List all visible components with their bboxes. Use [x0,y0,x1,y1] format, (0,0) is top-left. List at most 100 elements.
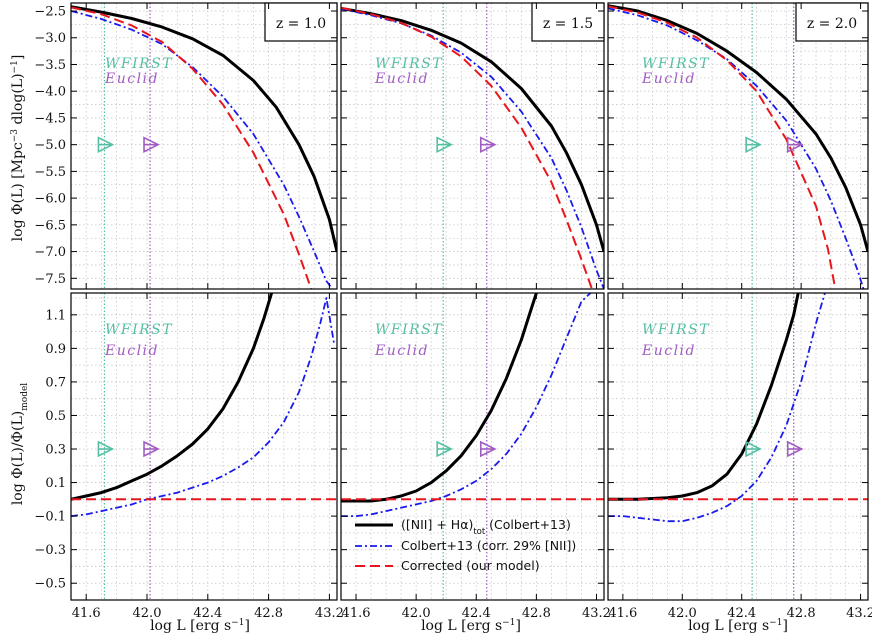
series-colbert-corr [341,8,604,289]
panel-frame [340,2,605,290]
series-colbert-tot [341,293,538,503]
euclid-label: Euclid [641,343,696,359]
legend-entry-corrected: Corrected (our model) [355,558,540,573]
legend-entry-colbert-tot: ([NII] + Hα)tot (Colbert+13) [355,517,571,537]
legend-label-colbert-tot: ([NII] + Hα)tot (Colbert+13) [401,517,571,537]
legend: ([NII] + Hα)tot (Colbert+13) Colbert+13 … [355,517,576,573]
euclid-arrow-marker [479,440,497,458]
redshift-label: z = 2.0 [807,16,857,32]
series-colbert-corr [608,7,865,289]
y-tick-label: −2.5 [34,5,66,20]
x-tick-label: 43.2 [582,606,611,621]
x-tick-label: 42.8 [787,606,816,621]
gridlines [71,293,337,600]
euclid-arrow-marker [786,440,804,458]
y-tick-label: 1.1 [45,308,66,323]
x-tick-label: 42.4 [727,606,756,621]
gridlines [608,3,868,289]
series-corrected [608,5,837,289]
euclid-label: Euclid [374,343,429,359]
wfirst-label: WFIRST [642,322,710,338]
series-colbert-tot [71,293,274,501]
gridlines [341,3,604,289]
x-tick-label: 42.0 [133,606,162,621]
wfirst-label: WFIRST [105,56,173,72]
y-tick-label: −7.0 [34,245,66,260]
x-tick-label: 42.0 [402,606,431,621]
y-tick-label: 0.7 [45,375,66,390]
panel-frame [70,2,338,290]
x-tick-label: 43.2 [315,606,344,621]
y-tick-label: −0.3 [34,543,66,558]
y-tick-label: 0.1 [45,476,66,491]
wfirst-label: WFIRST [105,322,173,338]
y-tick-label: −4.5 [34,111,66,126]
panel-bottom-middle: WFIRST Euclid 41.6 42.0 42.4 42.8 43.2 [340,292,611,621]
panel-bottom-right: WFIRST Euclid 41.6 42.0 42.4 42.8 43.2 [607,292,872,621]
euclid-label: Euclid [104,343,159,359]
x-axis-title-right: log L [erg s−1] [688,618,788,634]
series-corrected [341,6,593,289]
panel-frame [70,292,338,601]
euclid-label: Euclid [641,71,696,87]
euclid-label: Euclid [374,71,429,87]
x-tick-label: 43.2 [846,606,872,621]
y-tick-label: 0.5 [45,409,66,424]
x-tick-label: 41.6 [72,606,101,621]
panel-bottom-left: WFIRST Euclid 1.1 0.9 0.7 0.5 0.3 0.1 −0.1 −0.3 −0… [34,292,344,621]
x-tick-label: 42.4 [462,606,491,621]
euclid-label: Euclid [104,71,159,87]
gridlines [341,293,604,600]
y-tick-label: 0.9 [45,342,66,357]
wfirst-arrow-marker [745,440,762,458]
x-tick-label: 41.6 [342,606,371,621]
wfirst-label: WFIRST [375,322,443,338]
y-tick-label: −0.5 [34,577,66,592]
series-colbert-corr [608,293,826,523]
y-axis-title-bottom: log Φ(L)/Φ(L)model [10,383,30,505]
y-tick-label: −6.5 [34,218,66,233]
euclid-arrow-marker [479,136,497,153]
y-tick-label: −3.0 [34,31,66,46]
wfirst-arrow-marker [436,136,453,153]
x-axis-title-middle: log L [erg s−1] [421,618,521,634]
redshift-label-box [264,2,338,42]
panel-frame [607,2,869,290]
legend-label-colbert-corr: Colbert+13 (corr. 29% [NII]) [401,538,576,553]
x-tick-label: 42.4 [193,606,222,621]
x-tick-label: 42.8 [254,606,283,621]
x-tick-label: 42.0 [668,606,697,621]
legend-entry-colbert-corr: Colbert+13 (corr. 29% [NII]) [355,538,576,553]
wfirst-arrow-marker [436,440,453,458]
redshift-label-box [795,2,869,42]
redshift-label-box [531,2,605,42]
y-tick-label: −6.0 [34,192,66,207]
series-colbert-tot [71,5,337,252]
y-tick-label: −4.0 [34,85,66,100]
wfirst-label: WFIRST [642,56,710,72]
y-tick-label: −3.5 [34,58,66,73]
series-colbert-corr [71,297,335,517]
y-axis-title-top: log Φ(L) [Mpc−3 dlog(L)−1] [10,55,26,242]
wfirst-arrow-marker [745,136,762,153]
y-tick-label: −0.1 [34,510,66,525]
panel-frame [607,292,869,601]
y-tick-label: −5.0 [34,138,66,153]
legend-label-corrected: Corrected (our model) [401,558,540,573]
x-axis-title-left: log L [erg s−1] [150,618,250,634]
gridlines [608,293,868,600]
series-curves [71,293,337,517]
y-tick-label: 0.3 [45,443,66,458]
series-curves [71,5,337,289]
x-tick-label: 41.6 [608,606,637,621]
series-curves [608,293,868,523]
panel-frame [340,292,605,601]
redshift-label: z = 1.5 [543,16,593,32]
series-curves [341,6,604,289]
series-colbert-tot [608,293,800,501]
series-curves [341,293,604,517]
